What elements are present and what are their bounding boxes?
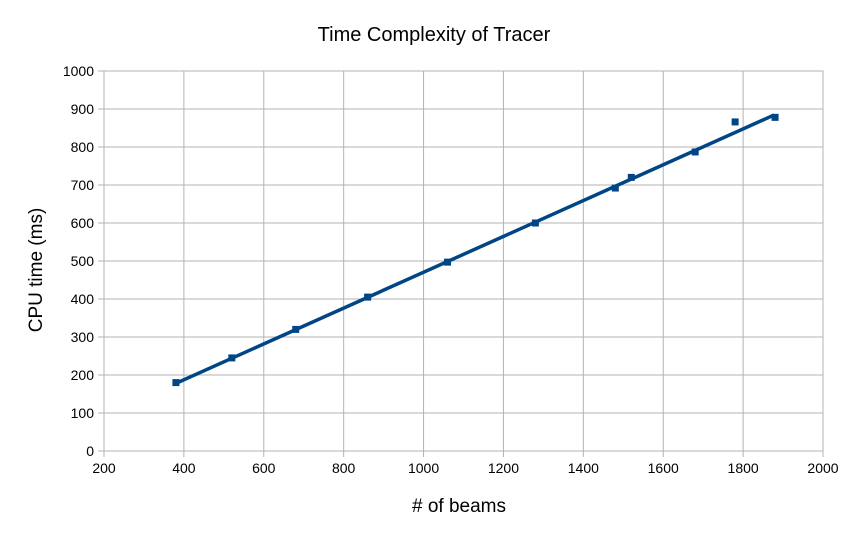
y-tick-labels: 0 100 200 300 400 500 600 700 800 900 1000 [63,63,94,459]
data-point [731,118,739,126]
data-point [364,293,372,301]
y-tick-label: 600 [71,215,95,231]
data-point [611,184,619,192]
x-tick-label: 1200 [488,460,519,476]
x-tick-label: 2000 [807,460,838,476]
data-points [172,113,779,387]
y-tick-label: 900 [71,101,95,117]
y-tick-label: 700 [71,177,95,193]
y-tick-label: 300 [71,329,95,345]
y-tick-label: 0 [86,443,94,459]
data-point [444,258,452,266]
x-tick-label: 1600 [648,460,679,476]
x-tick-label: 800 [332,460,356,476]
x-tick-label: 1000 [408,460,439,476]
x-axis-label: # of beams [412,496,506,517]
x-tick-labels: 200 400 600 800 1000 1200 1400 1600 1800 2000 [92,460,838,476]
x-tick-label: 200 [92,460,116,476]
chart-title: Time Complexity of Tracer [318,24,551,46]
y-tick-label: 800 [71,139,95,155]
trendline-group [174,113,775,386]
data-point [292,325,300,333]
y-tick-label: 100 [71,405,95,421]
data-point [228,354,236,362]
data-point [691,148,699,156]
y-tick-label: 500 [71,253,95,269]
data-point [627,173,635,181]
plot-frame [103,70,824,452]
x-tick-label: 1400 [568,460,599,476]
trendline [174,113,775,386]
y-tick-label: 400 [71,291,95,307]
data-point [172,379,180,387]
x-tick-label: 600 [252,460,276,476]
y-tick-label: 1000 [63,63,94,79]
data-point [531,219,539,227]
data-point [771,113,779,121]
y-tick-label: 200 [71,367,95,383]
y-axis-label: CPU time (ms) [26,208,47,333]
x-tick-label: 1800 [728,460,759,476]
x-tick-label: 400 [172,460,196,476]
